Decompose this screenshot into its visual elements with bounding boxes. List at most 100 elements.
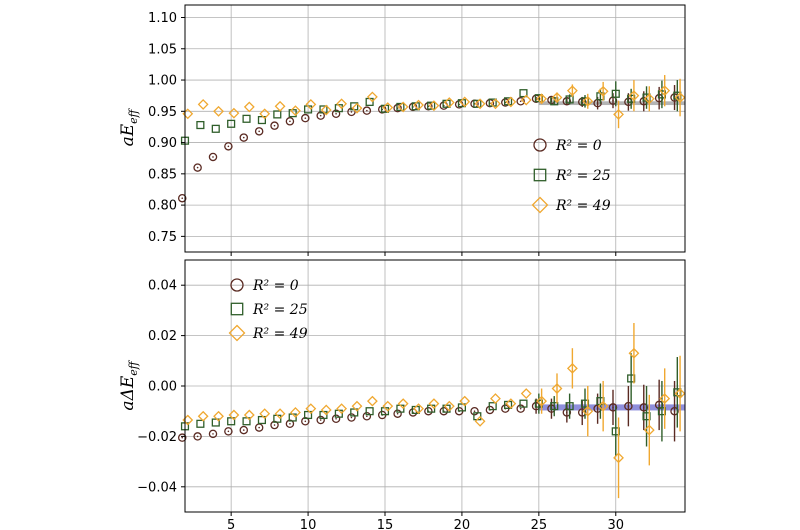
data-point (227, 119, 236, 128)
data-point (490, 98, 501, 110)
data-point (290, 407, 301, 418)
x-tick-label: 15 (377, 518, 394, 530)
data-point (320, 104, 332, 116)
data-point (196, 120, 205, 130)
grid-lines (185, 260, 685, 512)
data-point (516, 97, 525, 106)
data-point (613, 452, 624, 464)
data-point-center (335, 417, 337, 420)
data-point (351, 102, 363, 114)
data-point-center (212, 156, 214, 158)
data-point (257, 115, 266, 125)
data-point-center (273, 424, 276, 426)
data-point-center (196, 435, 199, 438)
x-tick-label: 5 (227, 518, 235, 530)
data-point (547, 404, 556, 413)
data-point (396, 102, 405, 111)
data-point (565, 95, 574, 104)
y-tick-label: −0.04 (137, 480, 177, 495)
data-point-center (642, 406, 645, 409)
data-point (197, 410, 209, 422)
data-point (274, 408, 286, 420)
data-point (505, 96, 517, 108)
data-point (459, 96, 471, 108)
data-point (566, 362, 578, 374)
data-point (362, 106, 372, 115)
data-point-center (258, 130, 260, 133)
data-point (520, 94, 532, 106)
legend-label: R² = 0 (555, 138, 602, 154)
data-point-center (366, 415, 368, 418)
data-point (242, 114, 251, 123)
y-tick-label: 1.05 (148, 42, 177, 57)
data-point (628, 347, 640, 359)
legend-marker (230, 278, 244, 292)
data-point (224, 427, 233, 436)
data-point (519, 399, 528, 408)
y-tick-label: 0.95 (148, 105, 177, 120)
data-point (213, 410, 224, 422)
data-point (382, 102, 394, 113)
data-point (501, 98, 510, 107)
data-point (428, 100, 440, 112)
data-point (305, 99, 317, 110)
data-point (520, 388, 532, 399)
data-point (177, 193, 187, 203)
data-point (193, 432, 202, 441)
data-point-center (196, 166, 199, 169)
legend-label: R² = 25 (555, 168, 611, 184)
data-point-center (566, 411, 568, 414)
data-point (674, 92, 686, 103)
data-point-center (581, 411, 584, 414)
grid-lines (185, 5, 685, 252)
bottom-panel-energy-difference: −0.04 −0.02 0.00 0.02 0.04 5 10 15 20 25 30 aΔEeff R… (118, 259, 686, 530)
data-point (413, 99, 424, 111)
fit-band (538, 404, 685, 411)
data-point (228, 107, 240, 119)
data-point (350, 408, 359, 417)
data-point (443, 400, 455, 412)
data-point (643, 93, 655, 105)
data-point (470, 406, 479, 416)
data-point (562, 408, 572, 417)
data-point (227, 417, 236, 426)
data-point-center (596, 102, 599, 104)
data-point (243, 409, 255, 421)
series-circle (177, 379, 679, 442)
data-point (582, 405, 594, 417)
data-point (565, 402, 574, 411)
data-point-center (242, 429, 245, 431)
data-point (242, 417, 251, 426)
data-point-center (212, 433, 214, 435)
data-point (211, 418, 220, 427)
data-point (562, 97, 572, 106)
data-point (443, 97, 455, 108)
data-point (273, 110, 282, 119)
data-point (439, 406, 449, 416)
x-tick-label: 30 (607, 518, 624, 530)
data-point (228, 409, 240, 421)
data-point (285, 419, 295, 429)
legend-label: R² = 49 (252, 326, 308, 342)
top-panel-effective-energy: 0.75 0.80 0.85 0.90 0.95 1.00 1.05 1.10 aEeff R² … (118, 4, 686, 256)
data-point-center (304, 117, 307, 119)
data-point (331, 414, 341, 424)
data-point (366, 91, 378, 103)
data-point (316, 415, 325, 425)
data-point (413, 403, 424, 415)
data-point (474, 98, 486, 110)
data-point (670, 406, 679, 416)
data-point (211, 124, 220, 133)
data-point (259, 408, 271, 420)
data-point (628, 90, 640, 102)
data-point (336, 98, 348, 110)
legend-marker (533, 138, 547, 152)
data-point-center (350, 416, 353, 419)
data-point (254, 127, 264, 136)
data-point (459, 395, 471, 407)
data-point-center (181, 436, 184, 439)
legend: R² = 0 R² = 25 R² = 49 (531, 138, 611, 214)
data-point (239, 133, 249, 142)
data-point (316, 111, 325, 120)
data-point (408, 408, 418, 417)
